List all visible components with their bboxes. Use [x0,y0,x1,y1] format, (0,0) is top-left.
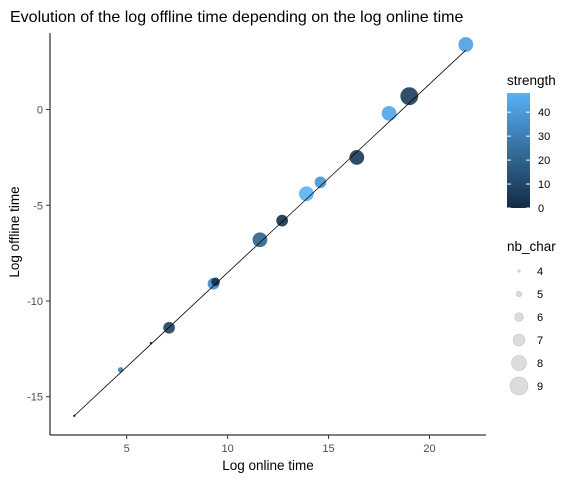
data-point [314,176,327,189]
data-point [211,277,220,287]
size-key-label: 8 [537,358,543,370]
legend-strength-title: strength [507,73,556,88]
y-tick-label: -15 [27,392,43,404]
colorbar-label: 30 [538,131,550,143]
data-point [276,214,288,227]
strength-colorbar [507,93,530,208]
chart-title: Evolution of the log offline time depend… [10,9,463,26]
data-point [298,186,314,202]
y-tick-label: -5 [33,200,43,212]
size-key-label: 4 [537,266,543,278]
size-key-circle [512,333,526,347]
x-axis-label: Log online time [222,458,314,473]
y-axis-ticks: -15 -10 -5 0 [27,105,50,404]
size-key-label: 6 [537,312,543,324]
x-tick-label: 10 [222,443,234,455]
y-axis-label: Log offline time [7,186,22,277]
colorbar-label: 20 [538,155,550,167]
size-key-label: 5 [537,289,543,301]
strength-colorbar-ticks: 40 30 20 10 0 [507,107,550,215]
legend-nb-char: nb_char 4 5 6 7 8 9 [507,239,556,396]
y-tick-label: -10 [27,296,43,308]
x-tick-label: 5 [124,443,130,455]
data-point [381,106,397,121]
colorbar-label: 10 [538,179,550,191]
data-point [400,87,419,106]
size-key-circle [514,312,524,322]
data-point [349,150,365,165]
data-point [117,367,124,373]
x-tick-label: 20 [423,443,435,455]
size-key-circle [511,355,527,371]
size-key-label: 9 [537,381,543,393]
legend-nb-char-title: nb_char [507,239,556,254]
trend-line [73,49,467,417]
x-axis-ticks: 5 10 15 20 [124,435,436,455]
size-key-circle [509,376,529,396]
colorbar-label: 0 [538,203,544,215]
size-key-label: 7 [537,335,543,347]
points-layer [73,37,474,418]
size-key-circle [515,290,523,298]
size-key-circle [517,269,521,273]
plot-panel: 5 10 15 20 -15 -10 -5 0 [27,33,486,455]
legend-strength: strength 40 30 20 10 0 [507,73,556,215]
y-tick-label: 0 [37,105,43,117]
colorbar-label: 40 [538,107,550,119]
x-tick-label: 15 [322,443,334,455]
nb-char-keys: 4 5 6 7 8 9 [509,266,543,396]
data-point [458,37,474,52]
data-point [252,232,268,248]
